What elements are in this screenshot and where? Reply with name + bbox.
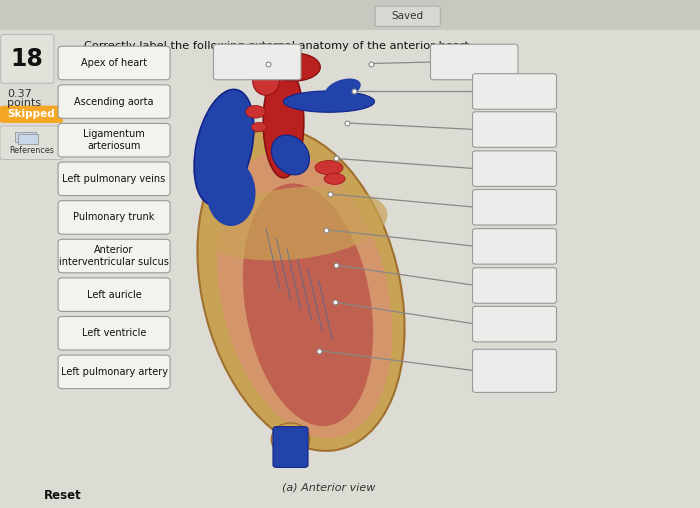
- Text: Left auricle: Left auricle: [87, 290, 141, 300]
- Text: Apex of heart: Apex of heart: [81, 58, 147, 68]
- Text: Ligamentum
arteriosum: Ligamentum arteriosum: [83, 129, 145, 151]
- Ellipse shape: [200, 186, 388, 261]
- FancyBboxPatch shape: [58, 316, 170, 350]
- Ellipse shape: [194, 89, 254, 205]
- FancyBboxPatch shape: [473, 268, 556, 303]
- FancyBboxPatch shape: [58, 46, 170, 80]
- Ellipse shape: [326, 79, 360, 99]
- Text: Anterior
interventricular sulcus: Anterior interventricular sulcus: [60, 245, 169, 267]
- FancyBboxPatch shape: [375, 6, 440, 26]
- FancyBboxPatch shape: [473, 112, 556, 147]
- Ellipse shape: [197, 128, 405, 451]
- FancyBboxPatch shape: [58, 85, 170, 118]
- Ellipse shape: [272, 135, 309, 175]
- Text: Reset: Reset: [44, 489, 82, 502]
- Ellipse shape: [206, 160, 256, 226]
- FancyBboxPatch shape: [0, 106, 63, 123]
- FancyBboxPatch shape: [473, 189, 556, 225]
- Ellipse shape: [251, 122, 267, 132]
- Ellipse shape: [324, 173, 345, 184]
- Text: Ascending aorta: Ascending aorta: [74, 97, 154, 107]
- FancyBboxPatch shape: [473, 74, 556, 109]
- FancyBboxPatch shape: [473, 151, 556, 186]
- Text: 18: 18: [11, 47, 43, 71]
- FancyBboxPatch shape: [18, 134, 38, 144]
- Ellipse shape: [253, 68, 279, 96]
- Text: 0.37: 0.37: [7, 89, 31, 99]
- Text: Skipped: Skipped: [8, 109, 55, 119]
- FancyBboxPatch shape: [473, 350, 556, 392]
- Ellipse shape: [315, 161, 343, 175]
- Text: points: points: [7, 98, 41, 108]
- Text: Left pulmonary veins: Left pulmonary veins: [62, 174, 166, 184]
- FancyBboxPatch shape: [58, 355, 170, 389]
- Text: Correctly label the following external anatomy of the anterior heart.: Correctly label the following external a…: [84, 41, 473, 51]
- Text: (a) Anterior view: (a) Anterior view: [282, 483, 376, 493]
- FancyBboxPatch shape: [0, 126, 63, 160]
- Text: Left ventricle: Left ventricle: [82, 328, 146, 338]
- Text: Pulmonary trunk: Pulmonary trunk: [74, 212, 155, 223]
- FancyBboxPatch shape: [58, 239, 170, 273]
- FancyBboxPatch shape: [473, 306, 556, 342]
- Ellipse shape: [246, 105, 265, 118]
- Ellipse shape: [243, 183, 373, 426]
- Ellipse shape: [284, 91, 374, 112]
- FancyBboxPatch shape: [1, 35, 54, 83]
- FancyBboxPatch shape: [58, 123, 170, 157]
- Ellipse shape: [267, 53, 321, 81]
- FancyBboxPatch shape: [58, 162, 170, 196]
- Text: Saved: Saved: [392, 11, 424, 21]
- Ellipse shape: [217, 151, 392, 438]
- Text: Left pulmonary artery: Left pulmonary artery: [61, 367, 167, 377]
- FancyBboxPatch shape: [473, 229, 556, 264]
- FancyBboxPatch shape: [430, 44, 518, 80]
- FancyBboxPatch shape: [0, 0, 700, 30]
- FancyBboxPatch shape: [273, 427, 308, 467]
- FancyBboxPatch shape: [58, 201, 170, 234]
- FancyBboxPatch shape: [15, 132, 36, 142]
- Ellipse shape: [263, 66, 304, 178]
- Ellipse shape: [272, 423, 309, 456]
- Text: References: References: [9, 146, 54, 155]
- FancyBboxPatch shape: [214, 44, 301, 80]
- FancyBboxPatch shape: [58, 278, 170, 311]
